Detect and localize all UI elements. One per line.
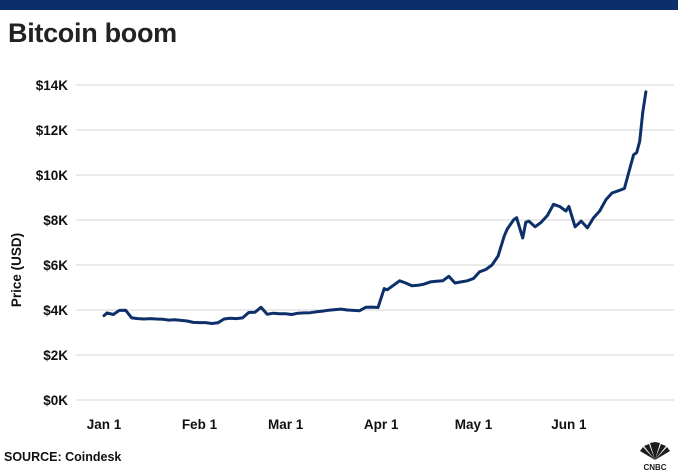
grid-layer (76, 84, 674, 401)
x-tick-label: Feb 1 (182, 417, 218, 432)
cnbc-peacock-logo: CNBC (640, 442, 670, 472)
y-axis-ticks: $0K $2K $4K $6K $8K $10K $12K $14K (36, 78, 69, 408)
top-accent-bar (0, 0, 678, 10)
line-chart: $0K $2K $4K $6K $8K $10K $12K $14K Jan 1 Feb 1 Ma… (9, 78, 674, 432)
y-tick-label: $2K (43, 348, 68, 363)
y-tick-label: $10K (36, 168, 69, 183)
chart-title: Bitcoin boom (8, 18, 177, 48)
x-axis-ticks: Jan 1 Feb 1 Mar 1 Apr 1 May 1 Jun 1 (87, 417, 587, 432)
y-tick-label: $6K (43, 258, 68, 273)
y-tick-label: $4K (43, 303, 68, 318)
x-tick-label: May 1 (455, 417, 493, 432)
y-tick-label: $8K (43, 213, 68, 228)
source-note: SOURCE: Coindesk (4, 450, 122, 464)
series-line-price (102, 90, 648, 325)
y-axis-label: Price (USD) (9, 233, 24, 307)
x-tick-label: Mar 1 (268, 417, 304, 432)
y-tick-label: $12K (36, 123, 69, 138)
x-tick-label: Apr 1 (364, 417, 399, 432)
y-tick-label: $0K (43, 393, 68, 408)
y-tick-label: $14K (36, 78, 69, 93)
x-tick-label: Jan 1 (87, 417, 122, 432)
x-tick-label: Jun 1 (551, 417, 587, 432)
logo-text: CNBC (643, 463, 666, 472)
